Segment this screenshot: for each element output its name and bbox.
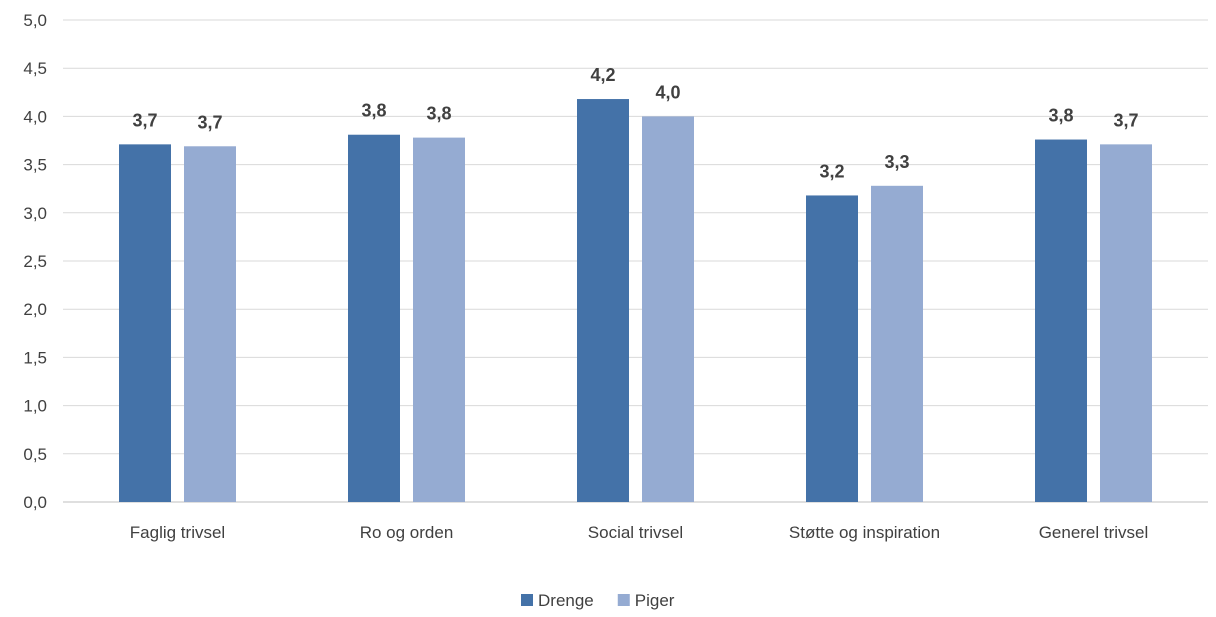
y-tick-label: 1,5 — [23, 348, 47, 367]
legend-label: Piger — [635, 591, 675, 610]
legend: Drenge Piger — [521, 591, 675, 610]
bar-piger — [642, 116, 694, 503]
legend-swatch — [521, 594, 533, 606]
data-label: 3,8 — [1048, 106, 1073, 126]
data-label: 3,7 — [197, 112, 222, 132]
category-label: Faglig trivsel — [130, 523, 225, 542]
bar-drenge — [806, 195, 858, 502]
data-label: 3,2 — [819, 161, 844, 181]
bars — [119, 99, 1152, 503]
bar-drenge — [119, 144, 171, 502]
category-label: Social trivsel — [588, 523, 683, 542]
y-tick-label: 2,0 — [23, 300, 47, 319]
bar-drenge — [1035, 139, 1087, 502]
x-axis-category-labels: Faglig trivsel Ro og orden Social trivsel S… — [130, 523, 1149, 542]
category-label: Støtte og inspiration — [789, 523, 940, 542]
y-tick-label: 4,0 — [23, 107, 47, 126]
data-label: 3,8 — [361, 101, 386, 121]
bar-piger — [1100, 144, 1152, 502]
data-label: 4,2 — [590, 65, 615, 85]
y-tick-label: 5,0 — [23, 11, 47, 30]
data-label: 3,3 — [884, 152, 909, 172]
data-labels: 3,7 3,7 3,8 3,8 4,2 4,0 3,2 3,3 3,8 3,7 — [132, 65, 1138, 181]
bar-drenge — [577, 99, 629, 502]
y-tick-label: 3,0 — [23, 204, 47, 223]
data-label: 4,0 — [655, 82, 680, 102]
y-tick-label: 0,0 — [23, 493, 47, 512]
y-tick-label: 3,5 — [23, 156, 47, 175]
y-tick-label: 2,5 — [23, 252, 47, 271]
legend-label: Drenge — [538, 591, 594, 610]
category-label: Ro og orden — [360, 523, 454, 542]
data-label: 3,8 — [426, 104, 451, 124]
bar-drenge — [348, 134, 400, 502]
data-label: 3,7 — [132, 110, 157, 130]
bar-piger — [871, 185, 923, 503]
legend-swatch — [617, 594, 630, 606]
category-label: Generel trivsel — [1039, 523, 1149, 542]
y-tick-label: 1,0 — [23, 397, 47, 416]
y-axis-tick-labels: 0,0 0,5 1,0 1,5 2,0 2,5 3,0 3,5 4,0 4,5 5,0 — [23, 11, 47, 512]
bar-piger — [184, 146, 236, 502]
y-tick-label: 4,5 — [23, 59, 47, 78]
data-label: 3,7 — [1113, 110, 1138, 130]
gridlines — [63, 19, 1208, 503]
y-tick-label: 0,5 — [23, 445, 47, 464]
bar-piger — [413, 137, 465, 502]
